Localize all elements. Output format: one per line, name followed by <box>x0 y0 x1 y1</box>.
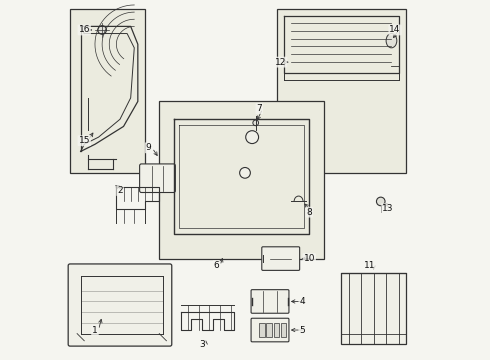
FancyBboxPatch shape <box>259 323 265 337</box>
Text: 8: 8 <box>306 208 312 217</box>
FancyBboxPatch shape <box>281 323 286 337</box>
Text: 15: 15 <box>78 136 90 145</box>
FancyBboxPatch shape <box>273 323 279 337</box>
Text: 1: 1 <box>92 325 98 334</box>
Text: 9: 9 <box>146 143 151 152</box>
FancyBboxPatch shape <box>277 9 406 173</box>
Text: 12: 12 <box>275 58 287 67</box>
Text: 13: 13 <box>382 204 393 213</box>
Text: 2: 2 <box>117 186 123 195</box>
Circle shape <box>376 197 385 206</box>
Ellipse shape <box>386 33 397 48</box>
FancyBboxPatch shape <box>251 318 289 342</box>
FancyBboxPatch shape <box>267 323 272 337</box>
FancyBboxPatch shape <box>251 290 289 313</box>
FancyBboxPatch shape <box>70 9 145 173</box>
Text: 6: 6 <box>214 261 220 270</box>
FancyBboxPatch shape <box>68 264 172 346</box>
Text: 4: 4 <box>299 297 305 306</box>
FancyBboxPatch shape <box>159 102 323 258</box>
FancyBboxPatch shape <box>342 273 406 344</box>
Text: 3: 3 <box>199 340 205 349</box>
FancyBboxPatch shape <box>262 247 300 270</box>
Text: 14: 14 <box>390 26 401 35</box>
Text: 11: 11 <box>364 261 376 270</box>
Circle shape <box>245 131 259 144</box>
Text: 10: 10 <box>303 254 315 263</box>
Circle shape <box>253 120 259 126</box>
Text: 16: 16 <box>78 26 90 35</box>
FancyBboxPatch shape <box>140 164 175 193</box>
Text: 7: 7 <box>256 104 262 113</box>
Text: 5: 5 <box>299 325 305 334</box>
Circle shape <box>98 26 106 34</box>
Circle shape <box>240 167 250 178</box>
